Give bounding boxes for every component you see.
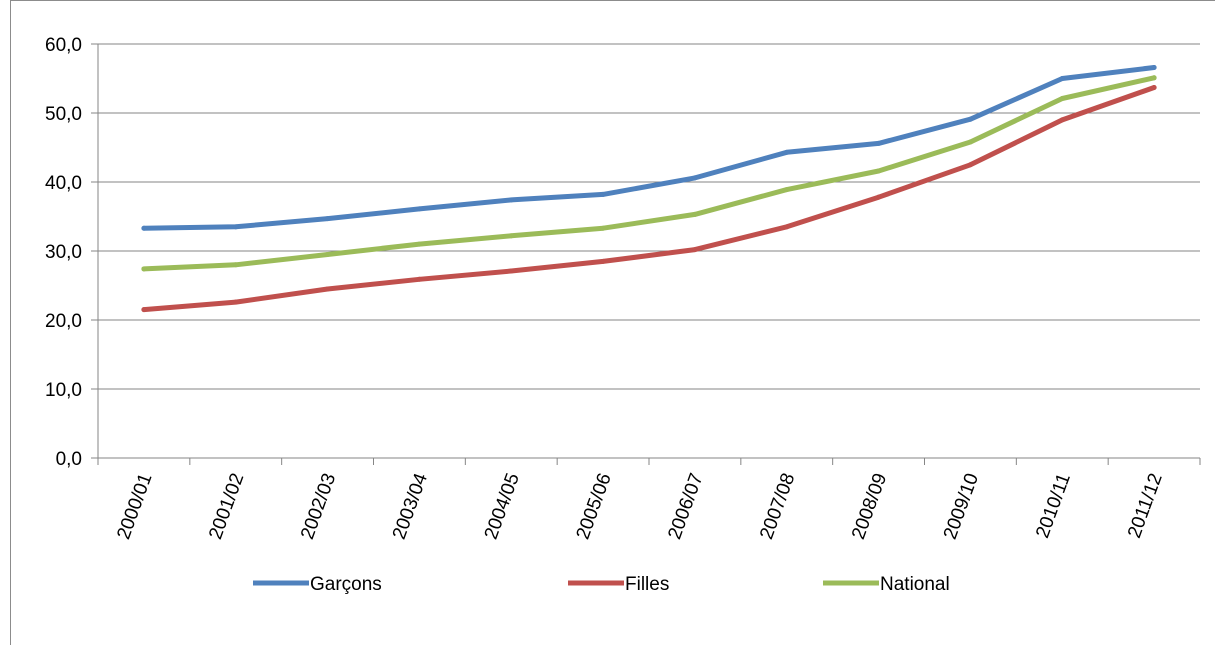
data-point xyxy=(967,139,973,145)
data-point xyxy=(876,194,882,200)
data-point xyxy=(141,225,147,231)
data-point xyxy=(233,262,239,268)
data-point xyxy=(784,224,790,230)
data-point xyxy=(508,268,514,274)
legend: Garçons Filles National xyxy=(253,574,950,595)
data-point xyxy=(692,175,698,181)
data-point xyxy=(508,233,514,239)
y-tick-label: 20,0 xyxy=(45,311,82,332)
data-point xyxy=(325,216,331,222)
series-line-0 xyxy=(141,65,1157,231)
data-point xyxy=(600,191,606,197)
y-tick-label: 10,0 xyxy=(45,380,82,401)
data-point xyxy=(784,187,790,193)
series-line-1 xyxy=(141,85,1157,313)
data-point xyxy=(325,286,331,292)
data-point xyxy=(1151,75,1157,81)
x-tick-label: 2010/11 xyxy=(1032,471,1075,541)
x-tick-label: 2000/01 xyxy=(113,471,156,543)
x-tick-label: 2003/04 xyxy=(389,470,432,542)
legend-label: National xyxy=(880,574,950,595)
x-axis: 2000/01 2001/02 2002/03 2003/04 2004/05 2005/… xyxy=(97,458,1201,543)
x-tick-label: 2001/02 xyxy=(205,471,248,543)
series-line-2 xyxy=(141,75,1157,272)
y-tick-label: 60,0 xyxy=(45,35,82,56)
data-point xyxy=(325,251,331,257)
x-tick-label: 2007/08 xyxy=(756,471,799,543)
gridlines xyxy=(98,43,1200,459)
data-point xyxy=(416,241,422,247)
data-point xyxy=(233,299,239,305)
legend-label: Garçons xyxy=(310,574,382,595)
data-point xyxy=(876,140,882,146)
data-point xyxy=(600,258,606,264)
data-point xyxy=(784,149,790,155)
series-lines xyxy=(141,64,1157,313)
x-tick-label: 2008/09 xyxy=(848,471,891,543)
x-tick-label: 2005/06 xyxy=(573,471,616,543)
data-point xyxy=(967,116,973,122)
x-tick-label: 2009/10 xyxy=(940,471,983,543)
chart-frame xyxy=(10,0,1215,645)
data-point xyxy=(416,276,422,282)
y-axis: 0,0 10,0 20,0 30,0 40,0 50,0 60,0 xyxy=(45,35,99,470)
data-point xyxy=(600,225,606,231)
data-point xyxy=(416,206,422,212)
data-point xyxy=(876,168,882,174)
data-point xyxy=(1059,96,1065,102)
y-tick-label: 0,0 xyxy=(56,449,82,470)
data-point xyxy=(1059,117,1065,123)
x-tick-label: 2004/05 xyxy=(481,471,524,543)
x-tick-label: 2011/12 xyxy=(1124,471,1167,541)
legend-label: Filles xyxy=(625,574,669,595)
data-point xyxy=(508,197,514,203)
data-point xyxy=(1151,84,1157,90)
y-tick-label: 50,0 xyxy=(45,104,82,125)
data-point xyxy=(233,224,239,230)
y-tick-label: 30,0 xyxy=(45,242,82,263)
data-point xyxy=(692,211,698,217)
data-point xyxy=(692,247,698,253)
data-point xyxy=(141,266,147,272)
data-point xyxy=(141,307,147,313)
data-point xyxy=(1151,64,1157,70)
y-tick-label: 40,0 xyxy=(45,173,82,194)
x-tick-label: 2006/07 xyxy=(664,471,707,543)
data-point xyxy=(1059,76,1065,81)
x-tick-label: 2002/03 xyxy=(297,471,340,543)
data-point xyxy=(967,162,973,168)
